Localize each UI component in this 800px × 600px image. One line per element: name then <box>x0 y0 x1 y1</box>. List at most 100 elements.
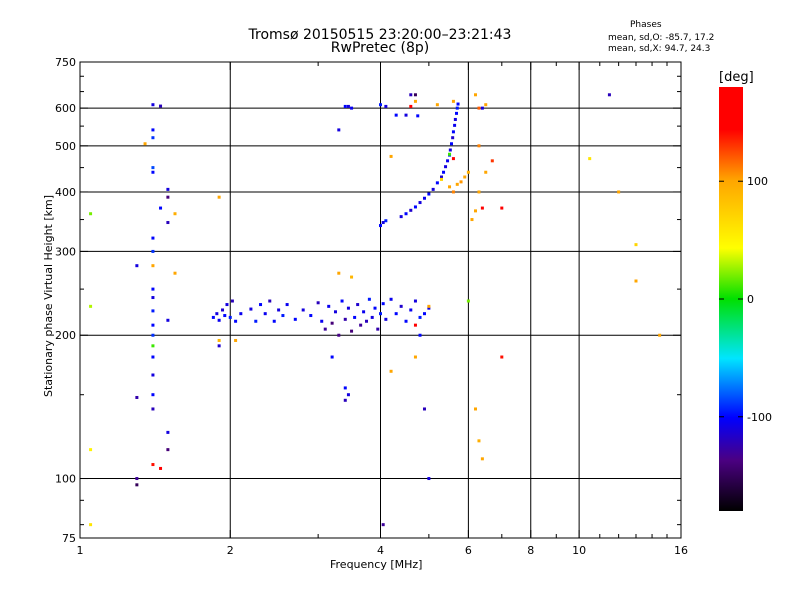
data-point <box>151 166 155 170</box>
data-point <box>135 395 139 399</box>
grid-lines <box>80 62 681 538</box>
data-point <box>477 439 481 443</box>
data-point <box>451 130 455 134</box>
data-point <box>500 355 504 359</box>
x-tick-label: 6 <box>465 544 472 557</box>
data-point <box>327 304 331 308</box>
data-point <box>151 463 155 467</box>
data-point <box>309 314 313 318</box>
data-point <box>272 319 276 323</box>
x-tick-label: 8 <box>527 544 534 557</box>
data-point <box>89 448 93 452</box>
x-tick-label: 10 <box>572 544 586 557</box>
data-point <box>217 344 221 348</box>
data-point <box>413 99 417 103</box>
phases-o-stats: mean, sd,O: -85.7, 17.2 <box>608 33 715 43</box>
data-point <box>404 113 408 117</box>
data-point <box>484 170 488 174</box>
data-point <box>217 195 221 199</box>
data-point <box>473 209 477 213</box>
data-point <box>413 299 417 303</box>
data-point <box>221 308 225 312</box>
data-point <box>413 93 417 97</box>
phases-x-stats: mean, sd,X: 94.7, 24.3 <box>608 44 711 54</box>
data-point <box>293 317 297 321</box>
data-point <box>259 303 263 307</box>
data-point <box>480 457 484 461</box>
data-point <box>337 128 341 132</box>
data-point <box>463 175 467 179</box>
data-point <box>340 299 344 303</box>
data-point <box>239 312 243 316</box>
colorbar-tick-label: 100 <box>747 175 768 188</box>
data-point <box>166 195 170 199</box>
data-point <box>435 181 439 185</box>
chart-title: Tromsø 20150515 23:20:00–23:21:43 <box>248 27 512 43</box>
data-point <box>394 113 398 117</box>
data-point <box>151 103 155 107</box>
data-point <box>159 104 163 108</box>
data-point <box>362 310 366 314</box>
data-point <box>151 170 155 174</box>
data-point <box>658 333 662 337</box>
data-point <box>448 148 452 152</box>
data-point <box>440 177 444 181</box>
data-point <box>151 128 155 132</box>
data-point <box>477 144 481 148</box>
data-point <box>455 111 459 115</box>
data-point <box>356 303 360 307</box>
chart-subtitle: RwPretec (8p) <box>330 40 430 56</box>
data-point <box>416 114 420 118</box>
data-point <box>409 104 413 108</box>
data-point <box>166 448 170 452</box>
colorbar-unit-label: [deg] <box>719 70 754 85</box>
data-point <box>422 312 426 316</box>
data-point <box>442 170 446 174</box>
data-point <box>379 224 382 228</box>
data-point <box>435 103 439 107</box>
data-point <box>379 103 382 107</box>
data-point <box>301 308 305 312</box>
colorbar-tick-label: 0 <box>747 293 754 306</box>
data-point <box>413 205 417 209</box>
data-point <box>459 180 463 184</box>
data-point <box>350 106 354 110</box>
data-point <box>173 212 177 216</box>
data-point <box>151 296 155 300</box>
data-point <box>376 327 380 331</box>
data-point <box>418 201 422 205</box>
data-point <box>418 315 422 319</box>
x-tick-label: 4 <box>377 544 384 557</box>
colorbar-tick-label: -100 <box>747 411 772 424</box>
data-point <box>346 104 350 108</box>
data-point <box>151 333 155 337</box>
data-point <box>151 323 155 327</box>
data-point <box>135 477 139 481</box>
y-tick-label: 400 <box>55 186 76 199</box>
data-point <box>173 271 177 275</box>
data-point <box>346 306 350 310</box>
data-point <box>234 338 238 342</box>
data-point <box>367 297 371 301</box>
axis-ticks <box>79 61 682 539</box>
data-point <box>166 221 170 225</box>
data-point <box>444 165 448 169</box>
data-point <box>399 304 403 308</box>
data-point <box>427 304 431 308</box>
data-point <box>384 219 388 223</box>
data-point <box>263 312 267 316</box>
data-point <box>456 102 460 106</box>
data-point <box>228 315 232 319</box>
data-point <box>431 187 435 191</box>
data-point <box>409 308 413 312</box>
data-point <box>451 136 455 140</box>
data-point <box>466 299 470 303</box>
data-point <box>381 523 385 527</box>
data-point <box>449 142 453 146</box>
y-tick-label: 75 <box>62 532 76 545</box>
x-tick-label: 2 <box>227 544 234 557</box>
y-tick-label: 100 <box>55 473 76 486</box>
data-point <box>353 315 357 319</box>
data-point <box>323 327 327 331</box>
data-point <box>451 190 455 194</box>
